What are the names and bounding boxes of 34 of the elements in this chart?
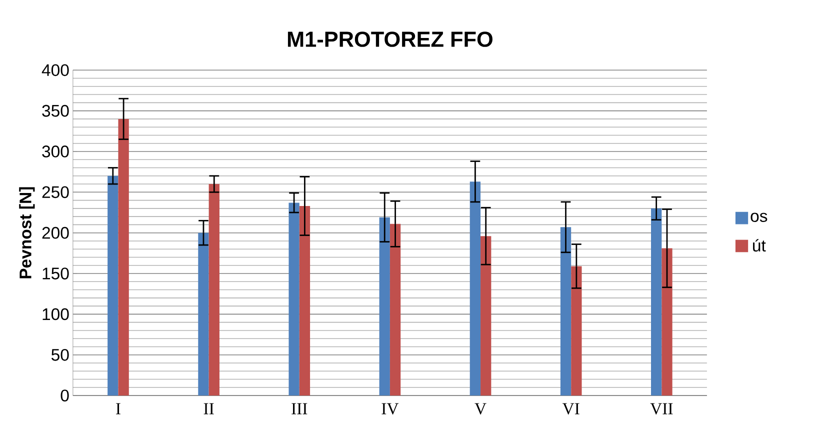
x-tick-label: IV	[382, 403, 399, 414]
y-tick-label: 300	[42, 145, 69, 158]
x-tick-label: VI	[562, 403, 580, 414]
y-tick-label: 100	[42, 308, 69, 320]
x-tick-label: II	[204, 403, 214, 414]
bar	[470, 181, 481, 396]
x-tick-label: I	[116, 403, 120, 414]
bar	[571, 266, 582, 396]
x-tick-label: V	[474, 403, 486, 414]
y-tick-label: 250	[42, 186, 69, 198]
bar	[198, 232, 209, 396]
bar	[118, 118, 129, 396]
bar	[390, 224, 401, 396]
x-tick-label: VII	[650, 403, 673, 414]
y-tick-label: 400	[42, 64, 69, 76]
bar	[379, 217, 390, 396]
x-tick-label: III	[292, 403, 308, 414]
y-tick-label: 200	[42, 226, 69, 239]
bar	[288, 202, 300, 396]
y-tick-label: 350	[42, 104, 69, 117]
bar	[560, 226, 572, 396]
y-tick-label: 50	[51, 348, 69, 361]
bar	[662, 248, 672, 396]
bar	[299, 206, 310, 396]
y-tick-label: 0	[60, 389, 69, 402]
bar	[108, 176, 118, 396]
y-tick-label: 150	[42, 267, 69, 280]
bar	[208, 184, 220, 396]
legend-label: út	[753, 238, 766, 252]
chart-title: M1-PROTOREZ FFO	[288, 31, 492, 47]
bar	[480, 236, 492, 396]
bar	[651, 208, 662, 396]
legend-label: os	[750, 212, 768, 222]
y-axis-title: Pevnost [N]	[19, 187, 35, 278]
